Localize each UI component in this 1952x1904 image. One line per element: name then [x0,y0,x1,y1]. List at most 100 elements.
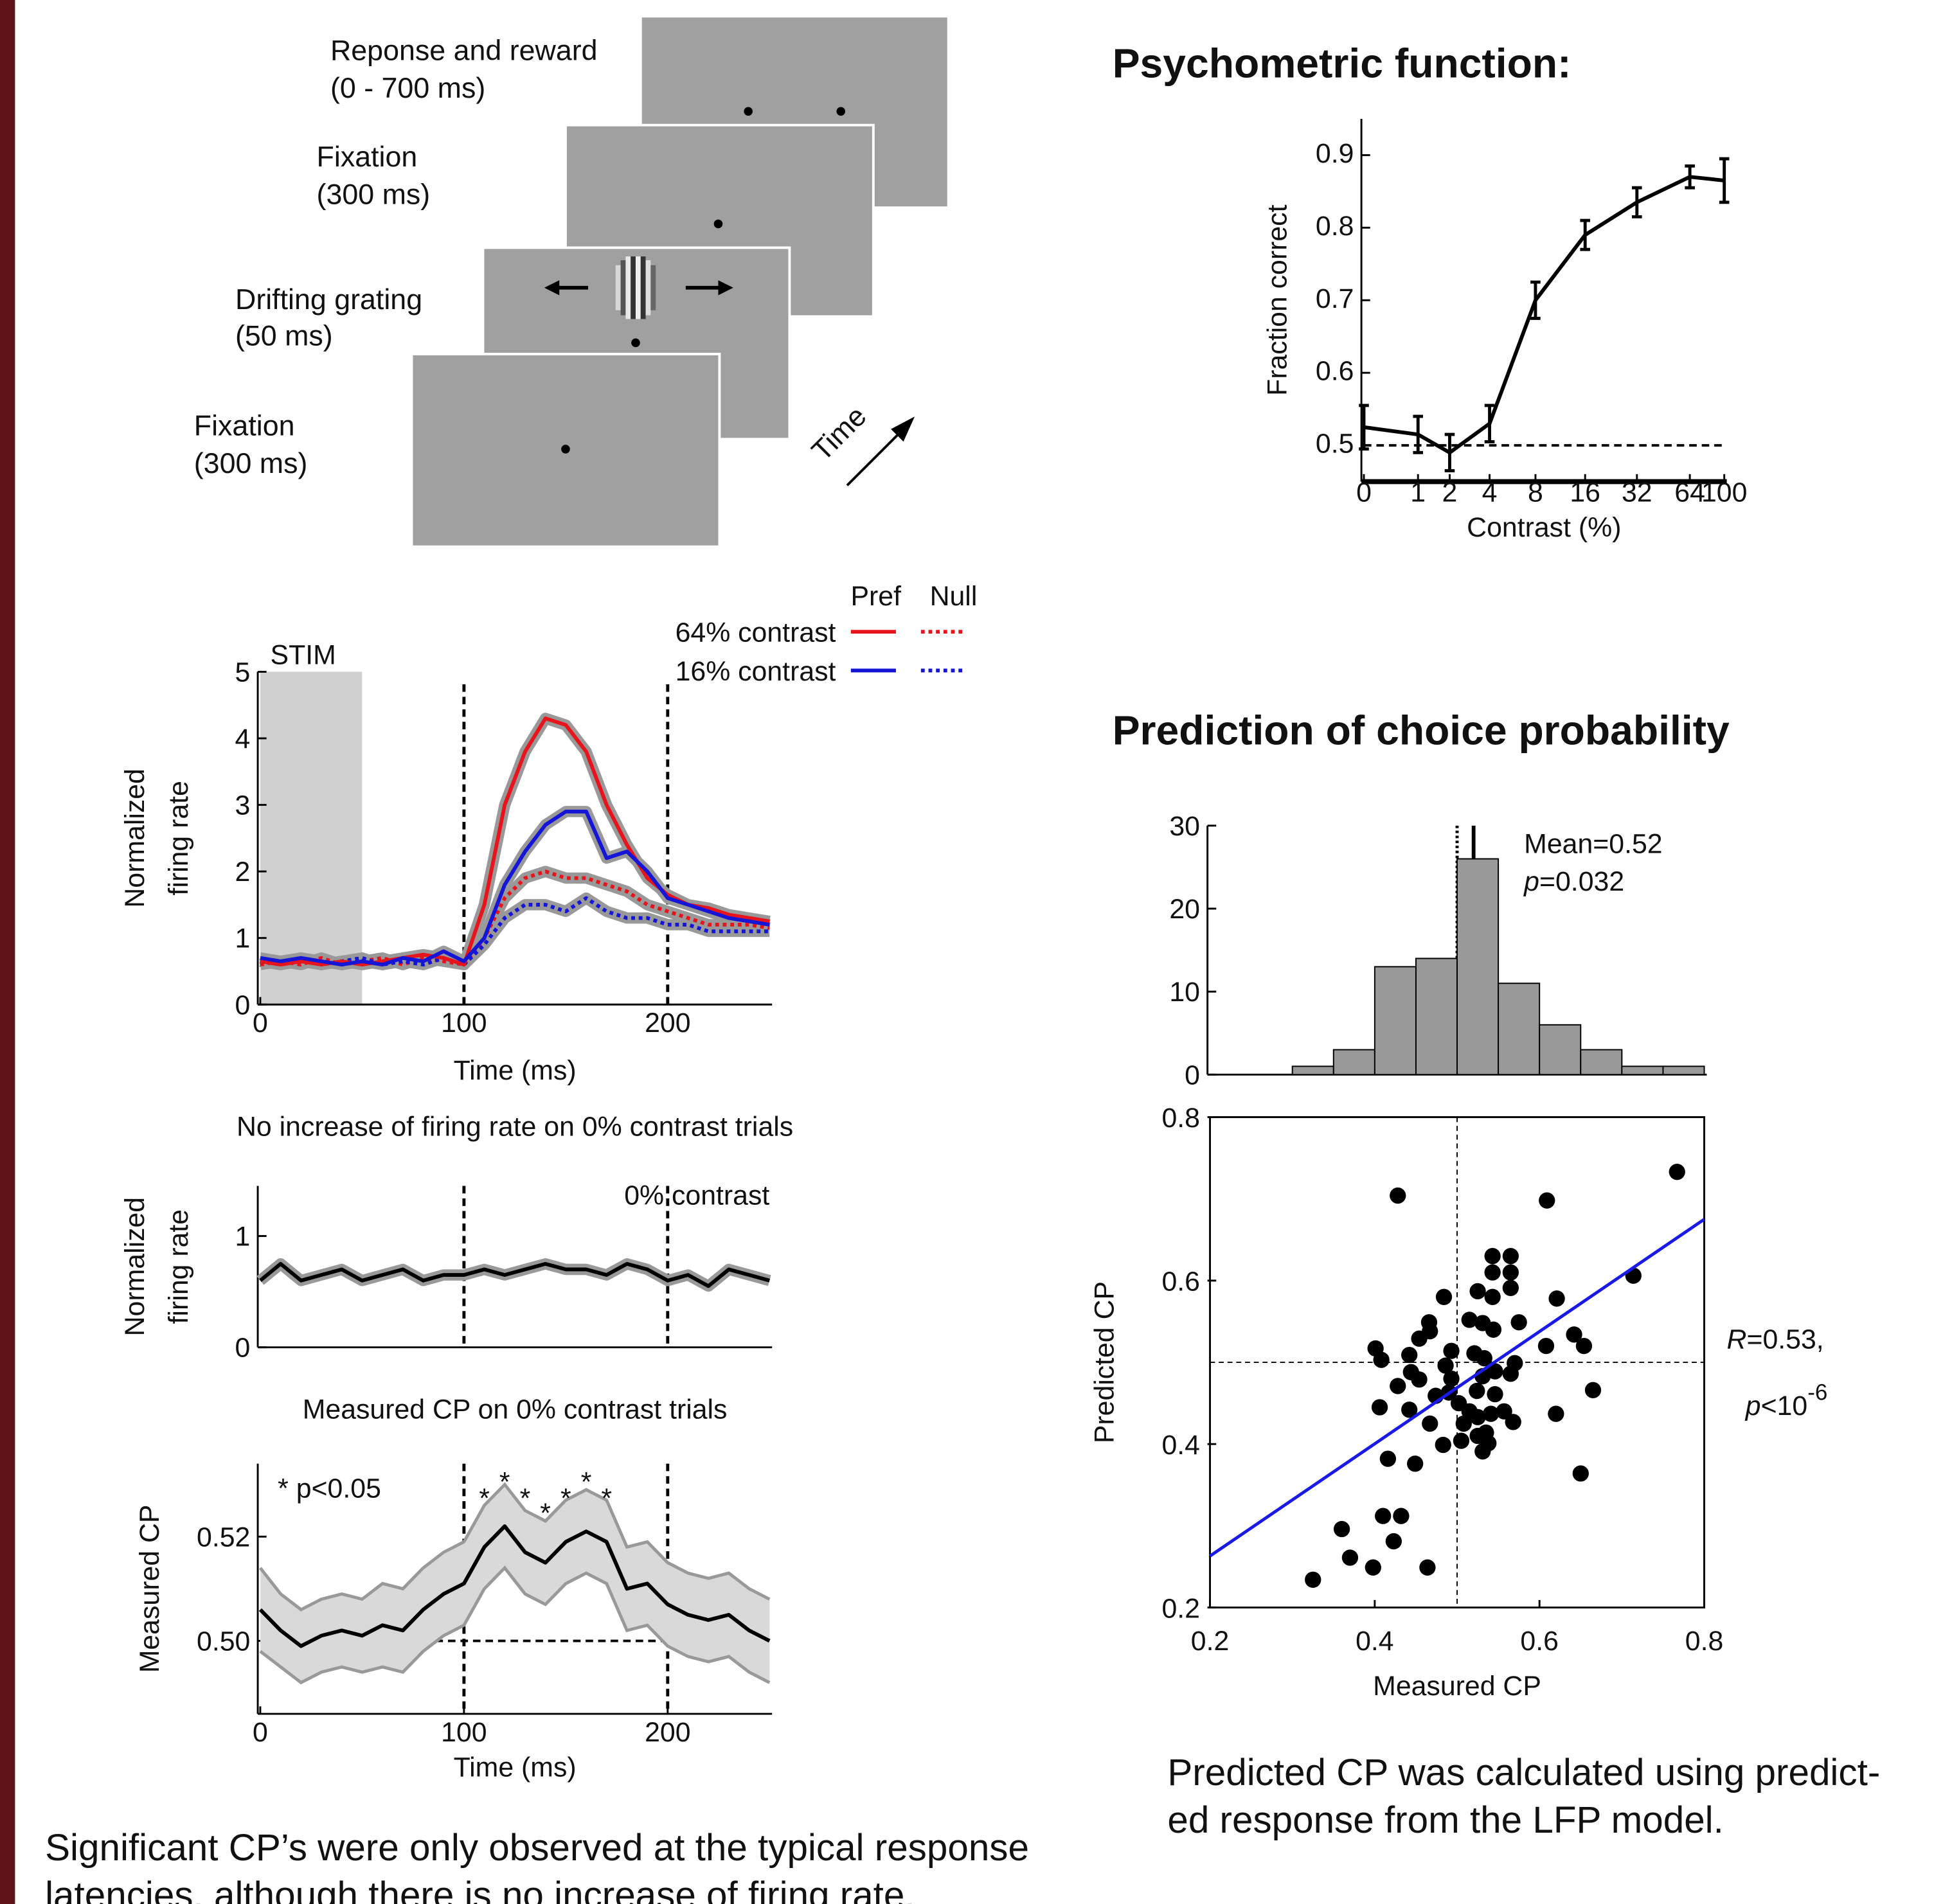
caption: ed response from the LFP model. [1167,1799,1724,1841]
scatter-point [1385,1533,1402,1550]
x-tick-label: 0 [1356,477,1372,508]
x-tick-label: 8 [1528,477,1543,508]
time-label: Time [805,400,873,467]
p-symbol: p [1744,1391,1761,1421]
scatter-point [1393,1508,1410,1524]
arrowhead [544,280,560,296]
scatter-point [1566,1326,1582,1343]
section-title: Prediction of choice probability [1113,707,1730,753]
y-tick-label: 20 [1169,894,1200,925]
scatter-point [1461,1312,1478,1328]
y-axis-label: Normalized [120,769,150,908]
scatter-point [1572,1465,1589,1482]
data-line [260,809,770,967]
y-tick-label: 0.7 [1316,283,1354,314]
scatter-point [1422,1415,1438,1432]
scatter-point [1548,1405,1564,1422]
histogram-bar [1498,983,1541,1076]
grating [615,256,656,319]
histogram-bar [1291,1065,1334,1076]
y-tick-label: 0.2 [1161,1593,1200,1624]
histogram-bar [1456,858,1500,1076]
p-value: <10 [1761,1391,1808,1421]
stim-shade [260,672,363,1005]
x-tick-label: 0.2 [1191,1626,1230,1657]
y-tick-label: 0.5 [1316,429,1354,459]
caption: Significant CP’s were only observed at t… [45,1827,1029,1869]
significance-star: * [499,1467,510,1498]
data-line [258,1524,771,1648]
arrowhead [718,280,733,296]
p-label: p<10-6 [1744,1380,1828,1421]
scatter-point [1455,1415,1472,1432]
scatter-point [1507,1355,1523,1371]
x-tick-label: 200 [645,1008,690,1038]
y-axis-label: firing rate [163,781,194,895]
y-tick-label: 0.52 [197,1522,250,1553]
histogram-bar [1332,1049,1375,1076]
x-tick-label: 64 [1674,477,1705,508]
significance-star: * [540,1498,551,1529]
legend-column: Pref [850,581,901,612]
scatter-point [1401,1401,1418,1418]
y-tick-label: 0.8 [1161,1103,1200,1134]
y-axis-label: Fraction correct [1262,204,1293,395]
scatter-point [1435,1288,1453,1305]
y-tick-label: 0.6 [1161,1267,1200,1297]
x-tick-label: 16 [1570,477,1600,508]
scatter-point [1482,1405,1500,1422]
x-axis-label: Time (ms) [454,1055,577,1086]
p-value: =0.032 [1539,866,1624,897]
fixation-dot [631,338,640,348]
p-symbol: p [1523,866,1539,897]
error-bar [1359,404,1369,451]
screen-label: Fixation [194,409,295,441]
target-dot [836,107,846,116]
y-tick-label: 2 [235,857,251,887]
scatter-point [1453,1432,1470,1449]
x-tick-label: 0.6 [1520,1626,1559,1657]
time-arrow [846,428,904,486]
arrowhead [891,416,915,442]
screen-duration: (300 ms) [317,178,431,210]
y-tick-label: 1 [235,923,251,954]
mean-label: Mean=0.52 [1524,829,1662,860]
scatter-point [1584,1382,1602,1398]
y-tick-label: 5 [235,657,251,688]
scatter-point [1422,1323,1438,1340]
chart: 0.2 0.4 0.6 0.8 0.2 0.4 0.6 0.8 Measured CP Predi… [1089,1103,1828,1702]
error-bar [1685,164,1695,190]
scatter-point [1419,1559,1436,1576]
side-strip [0,0,15,1904]
significance-star: * [601,1483,612,1514]
shade-label: STIM [271,640,336,671]
scatter-point [1484,1264,1501,1281]
error-bar [1444,432,1455,473]
screen-label: Reponse and reward [330,34,598,66]
scatter-point [1379,1450,1397,1467]
data-line [1363,175,1724,455]
fixation-dot [713,219,723,229]
x-tick-label: 100 [441,1717,487,1748]
annotation: 0% contrast [624,1180,769,1211]
screen-label: Drifting grating [235,283,422,316]
significance-star: * [520,1483,531,1514]
fit-line [1209,1218,1705,1558]
chart-title: Measured CP on 0% contrast trials [303,1394,728,1425]
section-title: Psychometric function: [1113,40,1571,87]
scatter-point [1548,1290,1565,1307]
scatter-point [1510,1314,1527,1331]
x-tick-label: 2 [1442,477,1458,508]
y-tick-label: 0 [235,1333,251,1364]
scatter-point [1411,1371,1428,1388]
y-tick-label: 10 [1169,977,1200,1008]
scatter-point [1443,1370,1460,1387]
scatter-point [1474,1443,1491,1460]
x-tick-label: 0.4 [1356,1626,1394,1657]
screen-duration: (50 ms) [235,319,333,351]
error-bar [1631,186,1642,218]
data-line [260,896,770,967]
